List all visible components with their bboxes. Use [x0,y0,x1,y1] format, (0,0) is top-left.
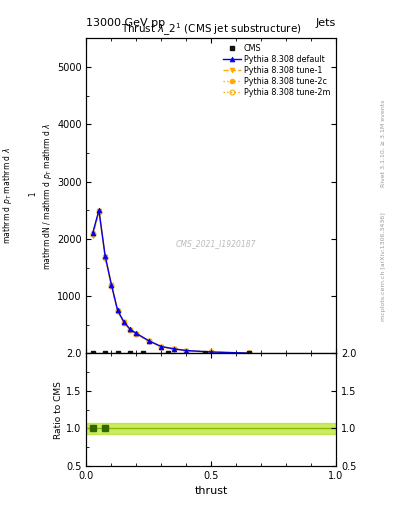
Pythia 8.308 default [159,344,164,350]
Text: Rivet 3.1.10, ≥ 3.1M events: Rivet 3.1.10, ≥ 3.1M events [381,100,386,187]
Pythia 8.308 tune-2m [90,231,95,238]
Pythia 8.308 tune-2m [184,348,189,354]
Pythia 8.308 tune-1 [115,308,120,314]
CMS [115,350,120,356]
Pythia 8.308 tune-2m [109,283,114,289]
CMS [128,350,132,356]
X-axis label: thrust: thrust [195,486,228,496]
CMS [203,350,208,356]
Y-axis label: mathrm d$^2$N
mathrm d $p_T$ mathrm d $\lambda$

  1
mathrm dN / mathrm d $p_T$ : mathrm d$^2$N mathrm d $p_T$ mathrm d $\… [0,122,54,270]
Pythia 8.308 default [171,346,176,352]
Line: CMS: CMS [90,351,251,355]
CMS [103,350,108,356]
CMS [246,350,251,356]
Title: Thrust $\lambda$_2$^1$ (CMS jet substructure): Thrust $\lambda$_2$^1$ (CMS jet substruc… [121,22,301,38]
Pythia 8.308 tune-2m [159,344,164,350]
Pythia 8.308 default [103,253,108,259]
Pythia 8.308 tune-1 [128,327,132,333]
Pythia 8.308 tune-2c [128,327,132,333]
Pythia 8.308 tune-2m [134,331,139,337]
Pythia 8.308 tune-2m [147,338,151,344]
Pythia 8.308 tune-2c [171,346,176,352]
Line: Pythia 8.308 tune-1: Pythia 8.308 tune-1 [90,209,251,356]
Pythia 8.308 tune-2m [97,209,101,215]
Text: mcplots.cern.ch [arXiv:1306.3436]: mcplots.cern.ch [arXiv:1306.3436] [381,212,386,321]
Text: CMS_2021_I1920187: CMS_2021_I1920187 [176,239,257,248]
Pythia 8.308 default [134,330,139,336]
Pythia 8.308 tune-1 [103,254,108,260]
Pythia 8.308 tune-2c [134,331,139,337]
Pythia 8.308 default [109,282,114,288]
Pythia 8.308 default [147,338,151,344]
Pythia 8.308 tune-2c [159,344,164,350]
Text: Jets: Jets [316,18,336,28]
Pythia 8.308 default [115,307,120,313]
Pythia 8.308 tune-1 [134,331,139,337]
Pythia 8.308 default [246,350,251,356]
CMS [140,350,145,356]
Pythia 8.308 tune-2c [90,230,95,236]
Pythia 8.308 default [121,319,126,325]
Pythia 8.308 tune-1 [90,233,95,239]
Pythia 8.308 tune-2c [209,349,214,355]
Pythia 8.308 tune-2m [128,327,132,333]
Pythia 8.308 tune-1 [159,344,164,350]
Line: Pythia 8.308 tune-2m: Pythia 8.308 tune-2m [90,209,251,356]
Pythia 8.308 tune-2c [115,308,120,314]
Pythia 8.308 tune-2c [121,319,126,325]
Pythia 8.308 default [184,348,189,354]
Pythia 8.308 tune-1 [246,350,251,356]
Legend: CMS, Pythia 8.308 default, Pythia 8.308 tune-1, Pythia 8.308 tune-2c, Pythia 8.3: CMS, Pythia 8.308 default, Pythia 8.308 … [221,42,332,99]
Pythia 8.308 tune-2c [147,338,151,344]
Text: 13000 GeV pp: 13000 GeV pp [86,18,165,28]
Pythia 8.308 tune-1 [209,349,214,355]
CMS [165,350,170,356]
Pythia 8.308 tune-2m [246,350,251,356]
Pythia 8.308 default [90,230,95,236]
Pythia 8.308 tune-2c [246,350,251,356]
Pythia 8.308 tune-2m [103,254,108,261]
Pythia 8.308 tune-1 [147,338,151,344]
Pythia 8.308 tune-1 [121,319,126,326]
Pythia 8.308 default [97,207,101,214]
Pythia 8.308 tune-1 [184,348,189,354]
Pythia 8.308 tune-2c [109,282,114,288]
Pythia 8.308 tune-1 [97,208,101,215]
Pythia 8.308 tune-2m [209,349,214,355]
Line: Pythia 8.308 default: Pythia 8.308 default [90,208,251,355]
Pythia 8.308 tune-1 [109,282,114,288]
Pythia 8.308 tune-2c [184,348,189,354]
Line: Pythia 8.308 tune-2c: Pythia 8.308 tune-2c [90,208,251,355]
Pythia 8.308 tune-1 [171,346,176,352]
Pythia 8.308 tune-2m [115,308,120,314]
CMS [90,350,95,356]
Pythia 8.308 tune-2m [121,319,126,326]
Pythia 8.308 tune-2c [97,208,101,214]
Pythia 8.308 default [128,326,132,332]
Pythia 8.308 tune-2c [103,253,108,260]
Pythia 8.308 tune-2m [171,346,176,352]
Y-axis label: Ratio to CMS: Ratio to CMS [55,381,63,439]
Pythia 8.308 default [209,349,214,355]
